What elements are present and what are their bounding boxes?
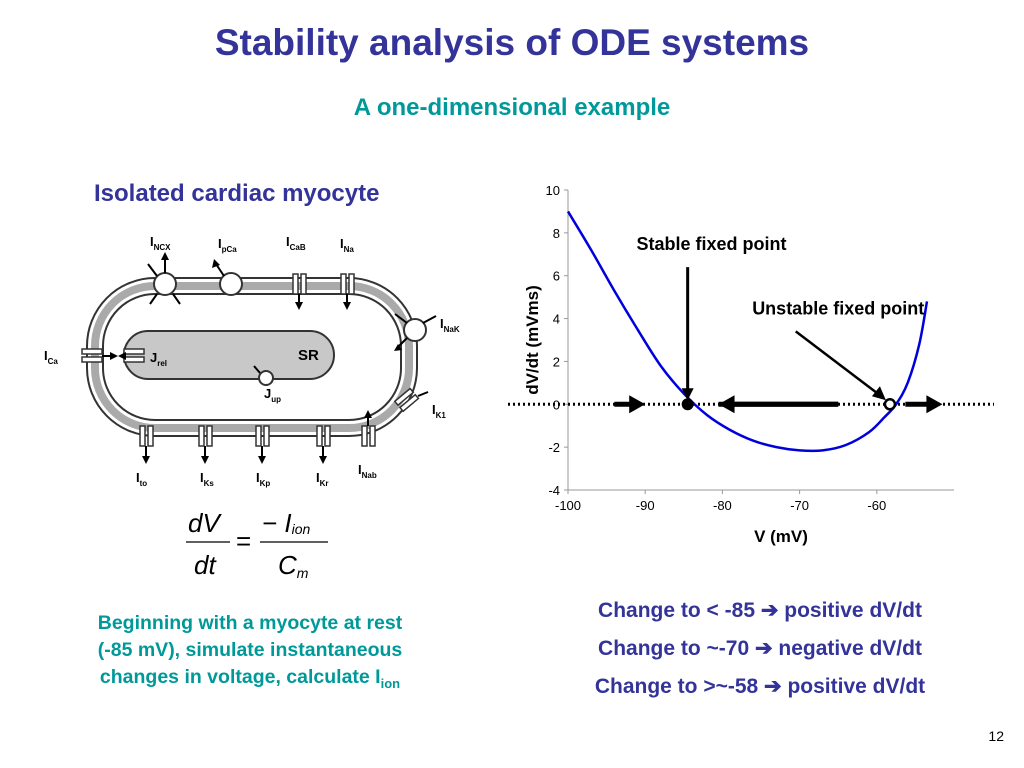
myocyte-heading: Isolated cardiac myocyte [94, 180, 380, 207]
flow-arrow-right-out-head [926, 395, 943, 414]
phase-plot: 10 8 6 4 2 0 -2 -4-100 -90 -80 -70 -60 V (mV) dV/dt … [508, 183, 994, 546]
label-incx: INCX [150, 234, 171, 252]
cab-channel [292, 273, 307, 310]
slide-subtitle: A one-dimensional example [353, 94, 671, 121]
eq-rhs-den: Cm [278, 550, 309, 581]
jup-pump [253, 365, 274, 386]
label-icab: ICaB [286, 234, 306, 252]
label-ica: ICa [44, 348, 58, 366]
ca-channel [81, 348, 118, 363]
y-tick-label: 2 [553, 354, 560, 369]
eq-lhs-num: dV [188, 508, 222, 538]
unstable-pointer-head [871, 386, 886, 401]
change-line-1: Change to < -85 ➔ positive dV/dt [598, 599, 922, 622]
label-ina: INa [340, 236, 354, 254]
y-tick-label: 4 [553, 312, 560, 327]
x-axis-title: V (mV) [754, 527, 808, 546]
label-ikp: IKp [256, 470, 270, 488]
label-ik1: IK1 [432, 402, 446, 420]
flow-arrow-left-in-head [629, 395, 646, 414]
slide-title: Stability analysis of ODE systems [214, 22, 810, 63]
x-tick-label: -90 [636, 498, 655, 513]
ncx-exchanger [147, 252, 181, 305]
unstable-fixed-point [883, 398, 897, 411]
stable-fixed-point [681, 398, 694, 411]
y-tick-label: 6 [553, 269, 560, 284]
change-line-3: Change to >~-58 ➔ positive dV/dt [594, 675, 926, 698]
x-tick-label: -80 [713, 498, 732, 513]
y-tick-label: 10 [546, 183, 560, 198]
dvdt-equation: dV dt = − Iion Cm [186, 508, 328, 581]
pca-pump [212, 259, 243, 296]
label-jrel: Jrel [150, 350, 167, 368]
label-jup: Jup [264, 386, 281, 404]
y-tick-label: 8 [553, 226, 560, 241]
y-tick-label: -4 [548, 483, 560, 498]
na-channel [340, 273, 355, 310]
chart-axes [567, 190, 954, 491]
x-tick-label: -100 [555, 498, 581, 513]
chart-labels: V (mV) dV/dt (mVms) Stable fixed point Unst… [523, 234, 924, 546]
eq-rhs-num: − Iion [262, 508, 311, 538]
label-inab: INab [358, 462, 377, 480]
stable-fixed-point-label: Stable fixed point [637, 234, 787, 254]
change-line-2: Change to ~-70 ➔ negative dV/dt [598, 637, 922, 660]
nak-pump [394, 313, 437, 351]
bottom-channels [139, 410, 376, 464]
chart-flow-arrows [614, 395, 943, 414]
eq-lhs-den: dt [194, 550, 217, 580]
unstable-pointer [794, 330, 885, 400]
x-tick-label: -60 [867, 498, 886, 513]
myocyte-description: Beginning with a myocyte at rest (-85 mV… [97, 612, 403, 691]
label-ipca: IpCa [218, 236, 237, 254]
eq-equals: = [236, 526, 251, 556]
stable-pointer-head [681, 388, 694, 401]
unstable-fixed-point-label: Unstable fixed point [752, 298, 924, 318]
label-iks: IKs [200, 470, 214, 488]
y-axis-title: dV/dt (mVms) [523, 285, 542, 395]
page-number: 12 [988, 728, 1004, 744]
label-inak: INaK [440, 316, 460, 334]
chart-fixed-points [681, 398, 897, 411]
x-tick-label: -70 [790, 498, 809, 513]
label-ikr: IKr [316, 470, 329, 488]
sr-label: SR [298, 347, 319, 364]
jrel-channel [118, 348, 145, 363]
label-ito: Ito [136, 470, 147, 488]
k1-channel [393, 387, 429, 413]
myocyte-diagram: SR [44, 234, 460, 488]
chart-ticks: 10 8 6 4 2 0 -2 -4-100 -90 -80 -70 -60 [546, 183, 887, 513]
y-tick-label: -2 [548, 440, 560, 455]
y-tick-label: 0 [553, 397, 560, 412]
